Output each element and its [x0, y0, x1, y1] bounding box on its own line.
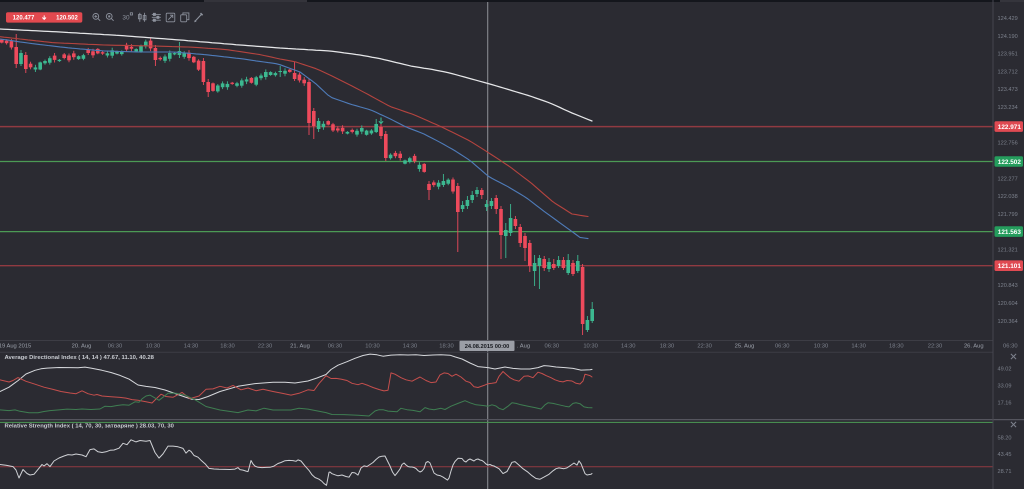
svg-text:21. Aug: 21. Aug — [290, 344, 310, 350]
svg-text:121.799: 121.799 — [998, 212, 1018, 218]
svg-text:58.20: 58.20 — [998, 435, 1012, 441]
svg-text:121.101: 121.101 — [998, 263, 1022, 270]
svg-text:121.321: 121.321 — [998, 248, 1018, 254]
svg-text:49.02: 49.02 — [998, 367, 1012, 373]
svg-text:123.712: 123.712 — [998, 69, 1018, 75]
svg-text:14:30: 14:30 — [403, 344, 418, 350]
svg-text:18:30: 18:30 — [439, 344, 454, 350]
svg-text:22:30: 22:30 — [258, 344, 273, 350]
svg-text:120.477: 120.477 — [13, 16, 35, 22]
svg-text:18:30: 18:30 — [889, 344, 904, 350]
svg-text:14:30: 14:30 — [851, 344, 866, 350]
svg-text:Relative Strength Index ( 14,: Relative Strength Index ( 14, 70, 30, за… — [5, 423, 175, 429]
svg-text:30: 30 — [122, 15, 130, 22]
svg-text:18:30: 18:30 — [660, 344, 675, 350]
svg-text:28.71: 28.71 — [998, 469, 1012, 475]
svg-text:10:30: 10:30 — [146, 344, 161, 350]
svg-text:120.502: 120.502 — [56, 16, 78, 22]
svg-text:123.473: 123.473 — [998, 87, 1018, 93]
svg-text:14:30: 14:30 — [621, 344, 636, 350]
svg-text:122.971: 122.971 — [998, 124, 1022, 131]
svg-text:120.843: 120.843 — [998, 283, 1018, 289]
svg-text:43.45: 43.45 — [998, 452, 1012, 458]
svg-text:19 Aug 2015: 19 Aug 2015 — [0, 344, 31, 350]
svg-text:122.277: 122.277 — [998, 176, 1018, 182]
svg-text:. Aug: . Aug — [517, 344, 530, 350]
svg-text:Average Directional Index ( 14: Average Directional Index ( 14, 14 ) 47.… — [5, 355, 155, 361]
svg-text:06:30: 06:30 — [775, 344, 790, 350]
svg-text:124.429: 124.429 — [998, 16, 1018, 22]
svg-text:06:30: 06:30 — [545, 344, 560, 350]
svg-text:22:30: 22:30 — [928, 344, 943, 350]
svg-text:10:30: 10:30 — [365, 344, 380, 350]
svg-text:123.234: 123.234 — [998, 105, 1018, 111]
svg-text:24.08.2015 00:00: 24.08.2015 00:00 — [465, 344, 510, 350]
svg-text:122.502: 122.502 — [998, 159, 1022, 166]
svg-text:14:30: 14:30 — [184, 344, 199, 350]
svg-text:121.563: 121.563 — [998, 229, 1022, 236]
svg-text:124.190: 124.190 — [998, 34, 1018, 40]
svg-text:20. Aug: 20. Aug — [72, 344, 92, 350]
svg-text:06:30: 06:30 — [328, 344, 343, 350]
svg-text:26. Aug: 26. Aug — [964, 344, 984, 350]
svg-text:122.038: 122.038 — [998, 194, 1018, 200]
svg-text:22:30: 22:30 — [697, 344, 712, 350]
svg-text:06:30: 06:30 — [1003, 344, 1018, 350]
svg-text:17.16: 17.16 — [998, 400, 1012, 406]
svg-text:10:30: 10:30 — [583, 344, 598, 350]
svg-text:18:30: 18:30 — [220, 344, 235, 350]
svg-text:25. Aug: 25. Aug — [735, 344, 755, 350]
svg-text:10:30: 10:30 — [814, 344, 829, 350]
svg-text:120.364: 120.364 — [998, 319, 1018, 325]
svg-text:123.951: 123.951 — [998, 52, 1018, 58]
svg-text:06:30: 06:30 — [108, 344, 123, 350]
svg-text:122.756: 122.756 — [998, 141, 1018, 147]
svg-text:120.604: 120.604 — [998, 301, 1018, 307]
svg-text:33.09: 33.09 — [998, 383, 1012, 389]
